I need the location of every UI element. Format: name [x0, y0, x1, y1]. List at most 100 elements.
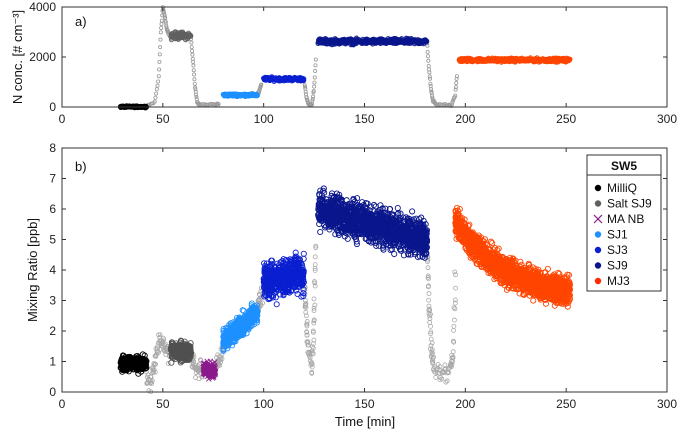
transition-point — [193, 87, 198, 92]
transition-point — [190, 52, 195, 57]
transition-point — [425, 265, 431, 271]
transition-point — [312, 254, 318, 260]
transition-point — [453, 85, 458, 90]
data-point-sj9 — [409, 208, 416, 215]
panel-a-axes-frame — [61, 6, 668, 108]
data-point-sj3 — [301, 76, 307, 82]
transition-point — [311, 89, 316, 94]
transition-point — [191, 68, 196, 73]
transition-point — [313, 57, 318, 62]
data-point-sj3 — [300, 250, 307, 257]
transition-point — [154, 91, 159, 96]
transition-point — [216, 101, 221, 106]
transition-point — [194, 94, 199, 99]
transition-point — [155, 83, 160, 88]
transition-point — [428, 336, 434, 342]
transition-point — [311, 94, 316, 99]
transition-point — [156, 79, 161, 84]
data-point-sj3 — [273, 301, 280, 308]
panel-a-x-ticks: 0 50 100 150 200 250 300 — [59, 7, 677, 126]
data-point-mj3 — [567, 56, 573, 62]
transition-point — [453, 272, 458, 278]
transition-point — [427, 320, 433, 325]
transition-point — [451, 323, 457, 329]
data-point-salt-sj9 — [188, 33, 194, 39]
transition-point — [426, 58, 431, 63]
transition-point — [310, 97, 315, 102]
y-tick-label: 2000 — [29, 50, 56, 64]
panel-a-transition-points — [144, 5, 459, 109]
transition-point — [430, 94, 435, 99]
transition-point — [259, 82, 264, 87]
y-tick-label: 4000 — [29, 0, 56, 14]
transition-point — [194, 97, 199, 102]
transition-point — [153, 95, 158, 100]
transition-point — [164, 23, 169, 28]
transition-point — [454, 74, 459, 79]
x-tick-label: 50 — [156, 112, 170, 126]
transition-point — [158, 37, 163, 42]
y-tick-label: 0 — [49, 100, 56, 114]
transition-point — [453, 285, 458, 291]
data-point-sj3 — [292, 249, 299, 256]
transition-point — [428, 76, 433, 81]
data-point-sj9 — [317, 228, 324, 236]
panel-b-data-points — [117, 185, 574, 382]
x-tick-label: 150 — [354, 112, 374, 126]
transition-point — [157, 59, 162, 64]
transition-point — [428, 81, 433, 86]
transition-point — [158, 45, 163, 50]
transition-point — [453, 87, 458, 92]
transition-point — [193, 85, 198, 90]
transition-point — [304, 95, 309, 100]
transition-point — [426, 291, 432, 296]
transition-point — [189, 40, 194, 45]
x-tick-label: 300 — [657, 112, 677, 126]
transition-point — [189, 45, 194, 50]
transition-point — [302, 82, 307, 87]
panel-a-label: a) — [75, 14, 87, 29]
transition-point — [433, 375, 439, 380]
transition-point — [452, 317, 457, 323]
transition-point — [442, 362, 448, 368]
transition-point — [427, 74, 432, 79]
transition-point — [428, 323, 433, 329]
transition-point — [454, 76, 459, 81]
transition-point — [430, 95, 435, 100]
transition-point — [158, 30, 163, 35]
transition-point — [192, 77, 197, 82]
transition-point — [426, 54, 431, 59]
transition-point — [454, 81, 459, 86]
transition-point — [159, 25, 164, 30]
transition-point — [425, 43, 430, 48]
transition-point — [312, 80, 317, 85]
transition-point — [310, 98, 315, 103]
transition-point — [312, 84, 317, 89]
transition-point — [303, 84, 308, 89]
panel-a-y-ticks: 0 2000 4000 — [29, 0, 667, 114]
x-tick-label: 0 — [59, 112, 66, 126]
transition-point — [159, 18, 164, 23]
transition-point — [426, 297, 432, 303]
transition-point — [157, 52, 162, 57]
transition-point — [191, 59, 196, 64]
transition-point — [154, 87, 159, 92]
transition-point — [194, 92, 199, 97]
transition-point — [191, 63, 196, 68]
transition-point — [313, 63, 318, 68]
transition-point — [429, 87, 434, 92]
transition-point — [312, 75, 317, 80]
x-tick-label: 100 — [254, 112, 274, 126]
data-point-sj9 — [424, 38, 430, 45]
transition-point — [310, 102, 315, 107]
transition-point — [165, 28, 170, 33]
transition-point — [451, 327, 456, 333]
transition-point — [257, 89, 262, 94]
transition-point — [450, 349, 456, 355]
transition-point — [425, 49, 430, 54]
data-point-sj9 — [394, 205, 401, 212]
x-tick-label: 250 — [556, 112, 576, 126]
